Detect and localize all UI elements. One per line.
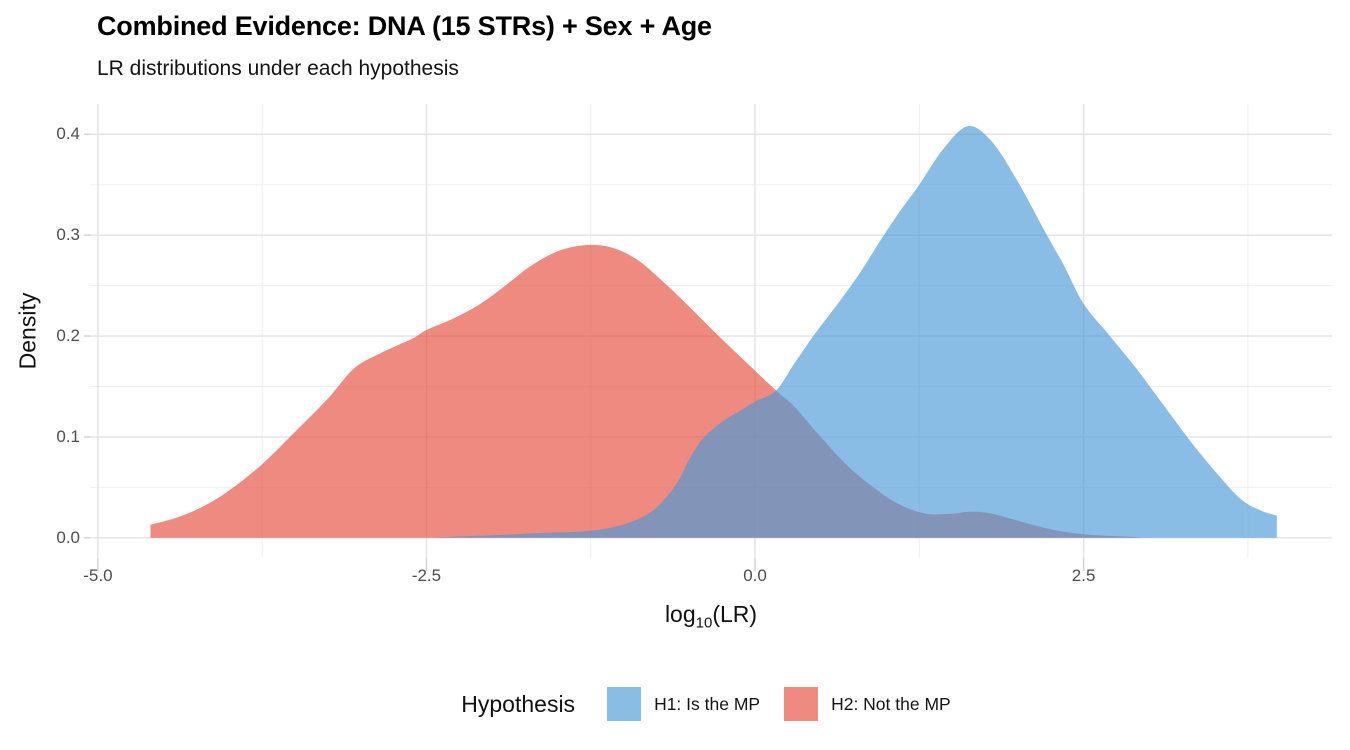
- x-tick-label--5.0: -5.0: [83, 566, 113, 585]
- legend-title: Hypothesis: [461, 690, 576, 717]
- x-tick-label-0.0: 0.0: [743, 566, 767, 585]
- chart-subtitle: LR distributions under each hypothesis: [97, 57, 459, 80]
- legend-swatch-h2: [784, 687, 819, 721]
- x-axis-title: log10(LR): [90, 601, 1332, 632]
- y-tick-label-0.0: 0.0: [56, 527, 80, 547]
- legend-swatch-h1: [607, 687, 642, 721]
- x-axis-title-rest: (LR): [712, 601, 758, 627]
- y-tick-label-0.3: 0.3: [56, 225, 80, 245]
- y-tick-label-0.2: 0.2: [56, 326, 80, 346]
- y-tick-label-0.1: 0.1: [56, 426, 80, 446]
- x-axis-title-subscript: 10: [695, 614, 713, 632]
- legend: Hypothesis H1: Is the MP H2: Not the MP: [90, 680, 1332, 728]
- y-tick-label-0.4: 0.4: [56, 124, 80, 144]
- x-tick-label-2.5: 2.5: [1071, 566, 1096, 585]
- legend-label-h2: H2: Not the MP: [831, 693, 951, 714]
- legend-item-h2: H2: Not the MP: [784, 687, 951, 721]
- plot-panel: [84, 104, 1332, 571]
- legend-label-h1: H1: Is the MP: [654, 693, 761, 714]
- density-area-h1: [433, 126, 1277, 538]
- legend-item-h1: H1: Is the MP: [607, 687, 760, 721]
- density-plot: [84, 104, 1332, 571]
- chart-title: Combined Evidence: DNA (15 STRs) + Sex +…: [97, 11, 712, 41]
- density-area-h2: [150, 244, 1143, 538]
- x-tick-label--2.5: -2.5: [411, 566, 442, 585]
- x-axis-title-base: log: [664, 601, 696, 627]
